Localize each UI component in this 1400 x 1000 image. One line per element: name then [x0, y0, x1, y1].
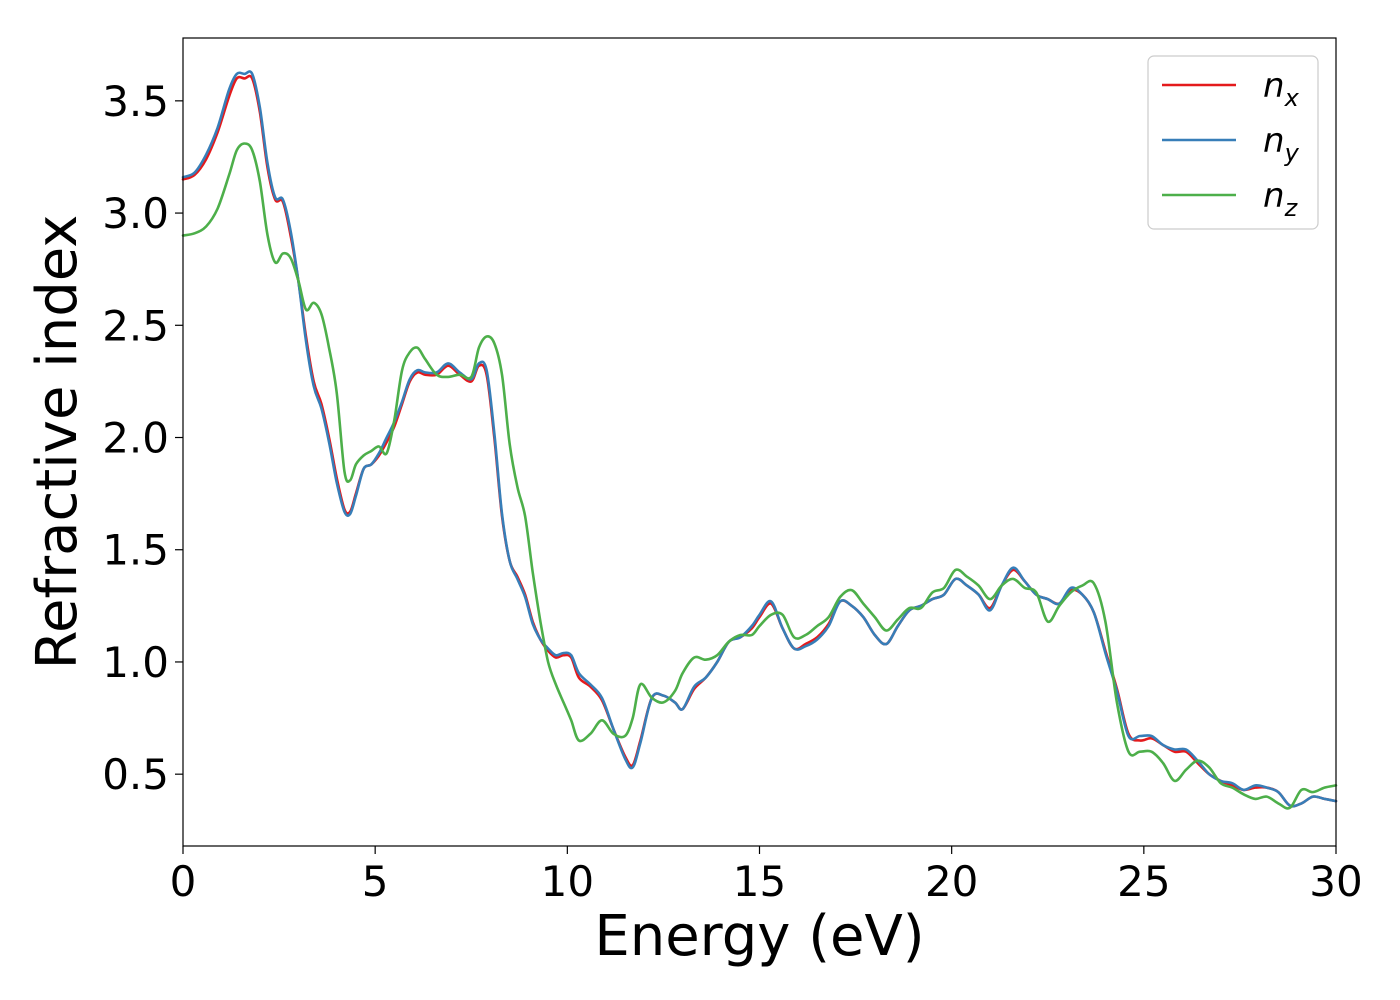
- x-axis-title: Energy (eV): [594, 904, 924, 969]
- legend-box: [1147, 55, 1319, 230]
- x-tick-label: 20: [925, 857, 978, 906]
- y-tick-label: 0.5: [102, 750, 169, 799]
- x-tick-label: 30: [1309, 857, 1362, 906]
- y-tick-label: 1.5: [102, 526, 169, 575]
- series-line-z: [181, 142, 1338, 810]
- x-tick-label: 0: [170, 857, 197, 906]
- y-axis: 0.5 1.0 1.5 2.0 2.5 3.0 3.5: [102, 77, 183, 799]
- y-tick-label: 1.0: [102, 638, 169, 687]
- x-axis: 0 5 10 15 20 25 30: [170, 846, 1363, 906]
- y-axis-title: Refractive index: [25, 215, 90, 670]
- x-tick-label: 15: [733, 857, 786, 906]
- x-tick-label: 25: [1117, 857, 1170, 906]
- x-tick-label: 10: [541, 857, 594, 906]
- y-tick-label: 3.5: [102, 77, 169, 126]
- y-tick-label: 2.0: [102, 414, 169, 463]
- plot-lines: [181, 70, 1338, 810]
- y-tick-label: 2.5: [102, 301, 169, 350]
- y-tick-label: 3.0: [102, 189, 169, 238]
- x-tick-label: 5: [362, 857, 389, 906]
